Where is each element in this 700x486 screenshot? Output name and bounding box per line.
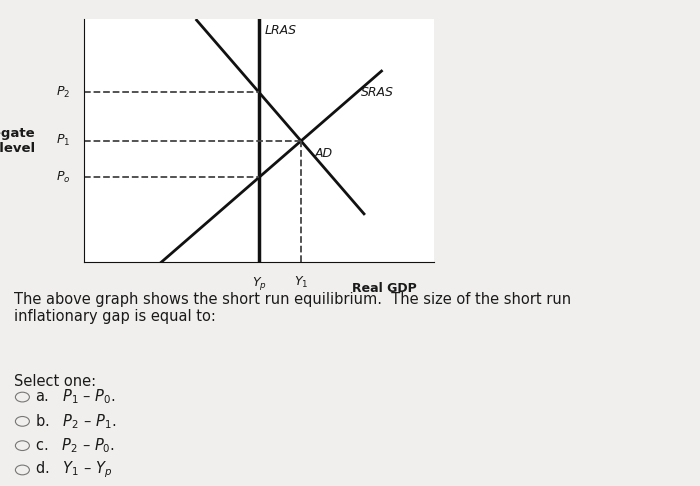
Text: c.   $P_2$ – $P_0$.: c. $P_2$ – $P_0$. [35,436,115,455]
Text: $Y_1$: $Y_1$ [294,275,308,290]
Text: $P_2$: $P_2$ [56,85,70,100]
Text: $Y_p$: $Y_p$ [251,275,267,292]
Text: AD: AD [315,147,333,159]
Text: $P_1$: $P_1$ [56,133,70,149]
Text: The above graph shows the short run equilibrium.  The size of the short run
infl: The above graph shows the short run equi… [14,292,571,324]
Text: d.   $Y_1$ – $Y_p$: d. $Y_1$ – $Y_p$ [35,460,113,480]
Text: SRAS: SRAS [360,86,393,99]
Text: Select one:: Select one: [14,374,96,389]
Text: $P_o$: $P_o$ [55,170,70,185]
Text: b.   $P_2$ – $P_1$.: b. $P_2$ – $P_1$. [35,412,116,431]
Text: LRAS: LRAS [265,24,296,37]
Text: a.   $P_1$ – $P_0$.: a. $P_1$ – $P_0$. [35,388,116,406]
Text: Aggregate
price level: Aggregate price level [0,127,36,155]
Text: Real GDP: Real GDP [351,282,416,295]
